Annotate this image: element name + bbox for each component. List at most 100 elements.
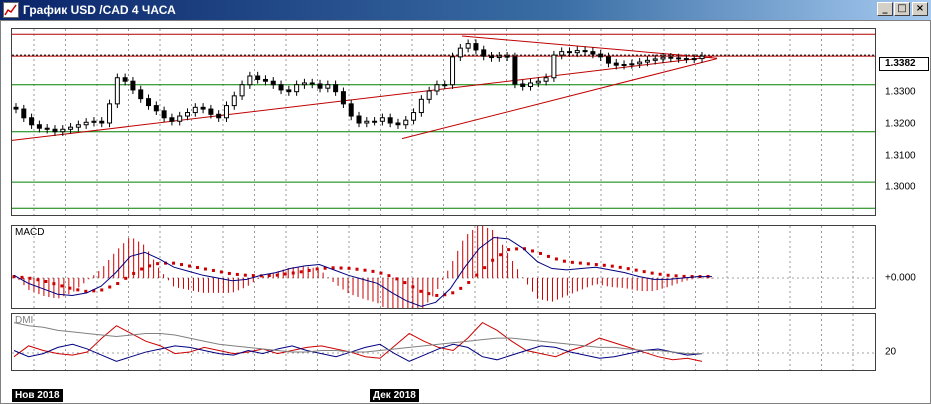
signal-dot — [283, 272, 287, 276]
dmi-level-label: 20 — [885, 346, 897, 358]
candle-body — [504, 55, 510, 58]
candle-body — [278, 84, 284, 91]
close-button[interactable]: × — [912, 2, 928, 16]
signal-dot — [690, 275, 694, 279]
signal-dot — [291, 271, 295, 275]
signal-dot — [60, 284, 64, 288]
candle-body — [75, 124, 81, 128]
candle-body — [177, 115, 183, 122]
signal-dot — [443, 293, 447, 297]
title-bar: График USD /CAD 4 ЧАСА _ □ × — [0, 0, 931, 20]
candle-body — [146, 98, 152, 107]
candle-body — [216, 113, 222, 119]
signal-dot — [634, 268, 638, 272]
candle-body — [29, 117, 35, 126]
signal-dot — [586, 262, 590, 266]
price-tick-label: 1.3100 — [885, 150, 916, 162]
candle-body — [528, 82, 533, 87]
signal-dot — [531, 249, 535, 253]
dmi-chart — [12, 314, 875, 370]
trend-line — [12, 56, 713, 141]
signal-dot — [546, 254, 550, 258]
candle-body — [473, 43, 479, 51]
minimize-button[interactable]: _ — [877, 2, 893, 16]
candle-body — [21, 108, 27, 119]
candle-body — [200, 106, 206, 110]
candle-body — [496, 55, 502, 59]
window-title: График USD /CAD 4 ЧАСА — [23, 3, 176, 17]
candle-body — [114, 77, 120, 105]
price-tick-label: 1.3200 — [885, 118, 916, 130]
chart-app-icon — [3, 2, 19, 18]
candle-body — [239, 84, 245, 97]
signal-dot — [578, 261, 582, 265]
candle-body — [138, 89, 144, 100]
candle-body — [481, 49, 487, 57]
signal-dot — [323, 266, 327, 270]
candle-body — [683, 58, 689, 61]
candle-body — [465, 43, 471, 49]
signal-dot — [355, 267, 359, 271]
signal-dot — [124, 276, 128, 280]
signal-dot — [140, 267, 144, 271]
signal-dot — [187, 264, 191, 268]
candle-body — [613, 62, 619, 66]
signal-dot — [403, 281, 407, 285]
signal-dot — [36, 278, 40, 282]
candle-body — [153, 105, 159, 112]
signal-dot — [180, 263, 184, 267]
candle-body — [520, 83, 526, 87]
signal-dot — [674, 274, 678, 278]
signal-dot — [538, 251, 542, 255]
signal-dot — [594, 263, 598, 267]
signal-dot — [570, 260, 574, 264]
macd-chart — [12, 226, 875, 308]
candle-body — [333, 84, 339, 93]
signal-dot — [554, 257, 558, 261]
signal-dot — [610, 264, 614, 268]
minus-di-line — [13, 343, 703, 362]
candle-body — [169, 117, 175, 122]
signal-dot — [339, 266, 343, 270]
price-pane[interactable] — [11, 28, 876, 216]
candle-body — [582, 50, 588, 53]
candle-body — [122, 77, 128, 82]
maximize-button[interactable]: □ — [894, 2, 910, 16]
candle-body — [543, 77, 549, 82]
trend-line — [461, 35, 718, 59]
candle-body — [52, 128, 58, 133]
signal-dot — [20, 275, 24, 279]
candle-body — [551, 54, 557, 79]
candle-body — [598, 53, 604, 58]
price-tick-label: 1.3300 — [885, 86, 916, 98]
signal-dot — [243, 273, 247, 277]
signal-dot — [562, 259, 566, 263]
candle-body — [605, 56, 611, 64]
signal-dot — [451, 291, 455, 295]
candle-body — [364, 120, 370, 124]
macd-label: MACD — [15, 227, 45, 238]
signal-dot — [387, 274, 391, 278]
candle-body — [247, 75, 253, 86]
signal-dot — [331, 266, 335, 270]
chart-area[interactable]: 1.3300 1.3200 1.3100 1.3000 1.3382 MACD … — [0, 20, 931, 404]
signal-dot — [100, 288, 104, 292]
candle-body — [286, 89, 292, 93]
candle-body — [629, 63, 635, 66]
candle-body — [660, 56, 666, 60]
signal-dot — [275, 273, 279, 277]
dmi-pane[interactable]: DMI — [11, 313, 876, 371]
candle-body — [426, 90, 432, 100]
signal-dot — [626, 267, 630, 271]
macd-pane[interactable]: MACD — [11, 225, 876, 309]
signal-dot — [467, 280, 471, 284]
signal-dot — [235, 272, 239, 276]
signal-dot — [76, 288, 80, 292]
signal-dot — [427, 292, 431, 296]
signal-dot — [227, 271, 231, 275]
signal-dot — [44, 279, 48, 283]
signal-dot — [68, 286, 72, 290]
signal-dot — [666, 273, 670, 277]
candle-body — [450, 56, 456, 86]
candle-body — [644, 59, 650, 63]
